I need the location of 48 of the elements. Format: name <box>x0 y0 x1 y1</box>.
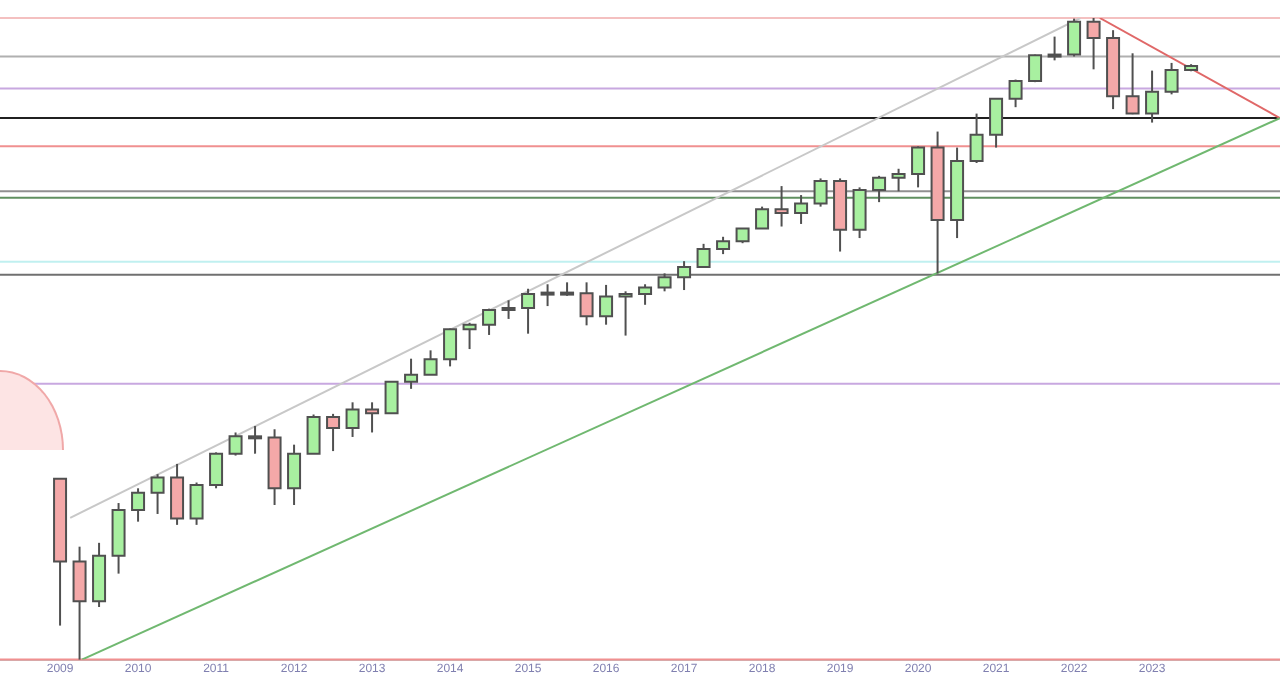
candlestick <box>189 481 204 526</box>
candlestick <box>345 401 360 438</box>
candlestick <box>92 541 107 608</box>
candlestick <box>579 281 594 327</box>
candlestick <box>599 283 614 326</box>
candlestick <box>72 545 87 661</box>
candlestick <box>794 194 809 225</box>
candlestick <box>872 174 887 204</box>
candlestick <box>1028 53 1043 84</box>
candlestick <box>1164 61 1179 96</box>
candlestick <box>1086 17 1101 71</box>
candlestick <box>618 290 633 337</box>
candlestick <box>150 473 165 515</box>
candlestick <box>1145 69 1160 124</box>
candlestick <box>228 431 243 457</box>
candlestick <box>170 462 185 526</box>
candlestick <box>423 349 438 376</box>
candlestick <box>638 283 653 306</box>
candlestick <box>443 327 458 368</box>
candlestick <box>384 380 399 415</box>
candlestick <box>521 287 536 335</box>
candlestick <box>248 425 263 455</box>
candlestick <box>1008 78 1023 109</box>
candlestick <box>1125 52 1140 116</box>
candlestick <box>677 260 692 292</box>
candlestick <box>891 167 906 193</box>
candlestick <box>287 443 302 506</box>
candlestick <box>1047 35 1062 62</box>
candlestick <box>911 145 926 189</box>
candlestick <box>404 357 419 390</box>
candlestick <box>326 412 341 453</box>
candlestick <box>540 283 555 308</box>
candlestick <box>852 186 867 240</box>
candlestick <box>482 307 497 336</box>
candlestick <box>111 502 126 575</box>
candlestick <box>462 321 477 351</box>
candlestick <box>365 401 380 434</box>
candlestick <box>1067 17 1082 58</box>
candlestick <box>755 205 770 230</box>
candlestick <box>774 185 789 228</box>
candlestick <box>306 413 321 455</box>
candlestick <box>209 451 224 490</box>
candlestick <box>131 487 146 523</box>
candlestick <box>501 299 516 320</box>
candlestick <box>696 242 711 269</box>
candlestick <box>813 177 828 208</box>
candlestick <box>989 97 1004 149</box>
candlestick <box>969 112 984 164</box>
